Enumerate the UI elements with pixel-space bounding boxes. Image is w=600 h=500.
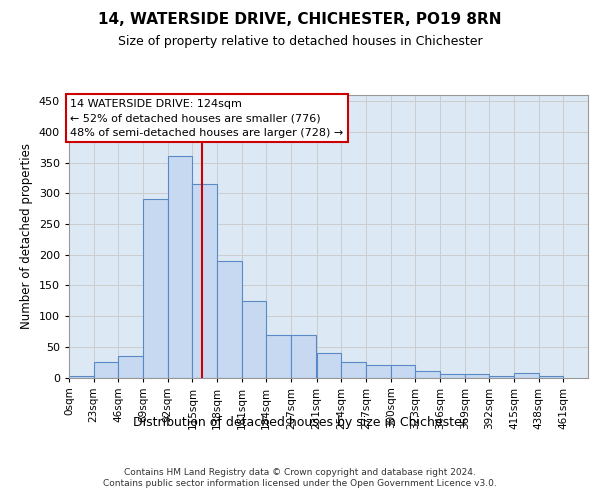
Bar	[317, 353, 341, 378]
Bar	[391, 365, 415, 378]
Bar	[464, 374, 490, 378]
Bar	[69, 376, 94, 378]
Bar	[143, 200, 167, 378]
Bar	[291, 334, 316, 378]
Bar	[490, 376, 514, 378]
Bar	[266, 334, 291, 378]
Bar	[440, 374, 464, 378]
Text: Contains HM Land Registry data © Crown copyright and database right 2024.
Contai: Contains HM Land Registry data © Crown c…	[103, 468, 497, 487]
Y-axis label: Number of detached properties: Number of detached properties	[20, 143, 33, 329]
Bar	[94, 362, 118, 378]
Bar	[242, 300, 266, 378]
Bar	[193, 184, 217, 378]
Bar	[539, 376, 563, 378]
Bar	[217, 261, 242, 378]
Bar	[167, 156, 193, 378]
Text: 14 WATERSIDE DRIVE: 124sqm
← 52% of detached houses are smaller (776)
48% of sem: 14 WATERSIDE DRIVE: 124sqm ← 52% of deta…	[70, 99, 343, 138]
Bar	[415, 372, 440, 378]
Bar	[514, 372, 539, 378]
Bar	[366, 365, 391, 378]
Text: 14, WATERSIDE DRIVE, CHICHESTER, PO19 8RN: 14, WATERSIDE DRIVE, CHICHESTER, PO19 8R…	[98, 12, 502, 28]
Text: Size of property relative to detached houses in Chichester: Size of property relative to detached ho…	[118, 35, 482, 48]
Text: Distribution of detached houses by size in Chichester: Distribution of detached houses by size …	[133, 416, 467, 429]
Bar	[341, 362, 366, 378]
Bar	[118, 356, 143, 378]
